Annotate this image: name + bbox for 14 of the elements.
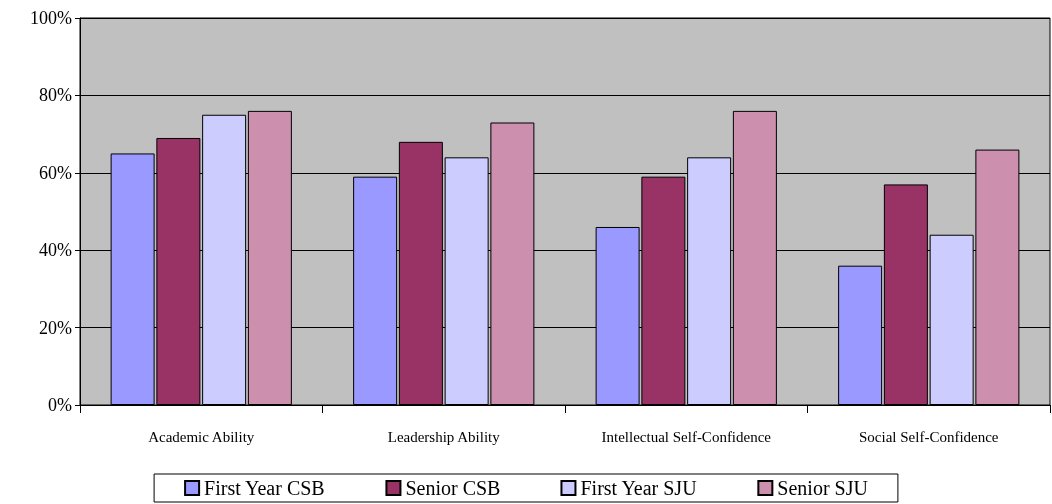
legend-label: First Year SJU — [580, 477, 698, 499]
y-tick-label: 0% — [48, 395, 72, 415]
y-tick-label: 40% — [39, 240, 72, 261]
x-tick-label: Academic Ability — [148, 428, 255, 445]
y-tick-label: 60% — [39, 162, 72, 183]
y-tick-label: 100% — [30, 8, 72, 28]
y-tick-label: 80% — [39, 85, 72, 106]
x-tick-label: Leadership Ability — [387, 428, 501, 445]
legend-label: Senior SJU — [777, 477, 869, 499]
legend-label: First Year CSB — [204, 477, 325, 499]
x-tick-label: Intellectual Self-Confidence — [601, 428, 772, 445]
y-tick-label: 20% — [39, 317, 72, 338]
x-tick-label: Social Self-Confidence — [858, 428, 999, 445]
legend-label: Senior CSB — [405, 477, 501, 499]
